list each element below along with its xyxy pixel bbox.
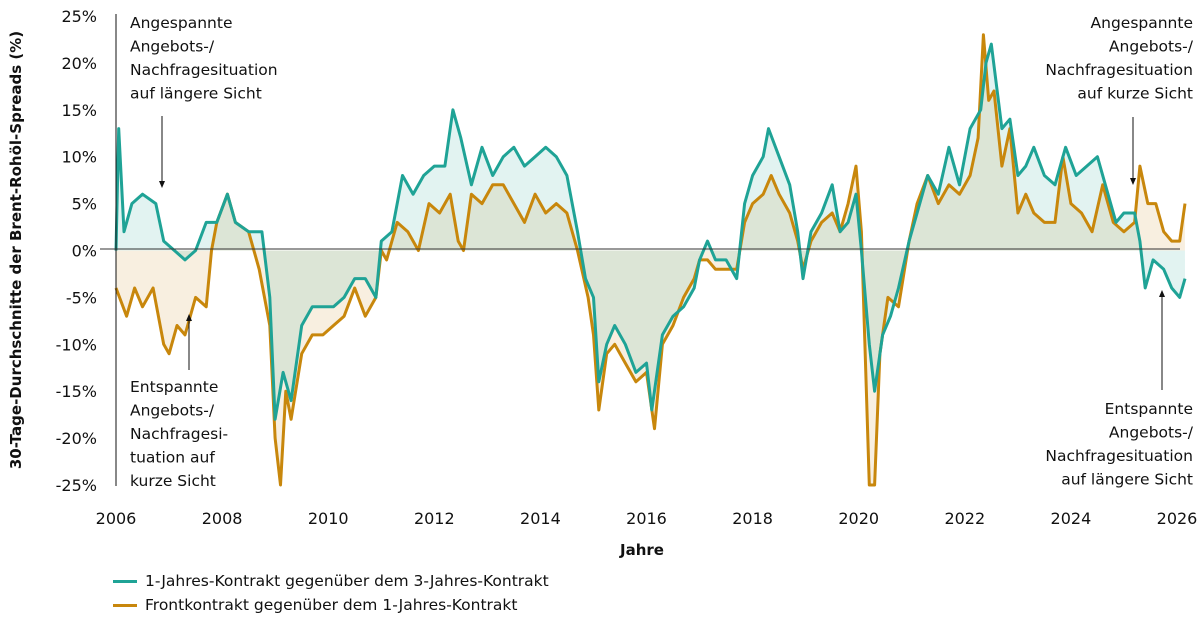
annotation-relaxed-long-term: Entspannte Angebots-/ Nachfragesituation au… — [1045, 400, 1193, 489]
annotation-line: Angespannte — [130, 14, 232, 32]
y-tick-label: -15% — [56, 382, 97, 401]
annotation-relaxed-short-term: Entspannte Angebots-/ Nachfragesi-tuation … — [130, 378, 228, 490]
x-tick-label: 2024 — [1051, 509, 1092, 528]
annotation-line: Angebots-/ — [130, 402, 215, 420]
legend-label: 1-Jahres-Kontrakt gegenüber dem 3-Jahres… — [145, 572, 549, 590]
annotation-line: Entspannte — [1105, 400, 1193, 418]
annotation-line: auf längere Sicht — [130, 85, 262, 103]
annotation-line: auf kurze Sicht — [1077, 85, 1193, 103]
y-axis-label: 30-Tage-Durchschnitte der Brent-Rohöl-Sp… — [7, 31, 25, 469]
y-tick-label: 20% — [61, 54, 97, 73]
x-tick-label: 2006 — [96, 509, 137, 528]
annotation-line: Nachfragesituation — [130, 61, 278, 79]
legend-swatch-teal — [113, 579, 137, 583]
series-line-1 — [114, 33, 1187, 487]
y-tick-label: 0% — [72, 242, 97, 261]
x-tick-label: 2018 — [732, 509, 773, 528]
annotation-line: Angebots-/ — [1109, 424, 1194, 442]
y-tick-label: 5% — [72, 195, 97, 214]
y-tick-label: -5% — [66, 288, 97, 307]
spread-chart: 25% 20% 15% 10% 5% 0% -5% -10% -15% -20% -25% 2006… — [7, 7, 1198, 559]
x-tick-label: 2026 — [1157, 509, 1198, 528]
legend-swatch-orange — [113, 603, 137, 607]
x-tick-label: 2012 — [414, 509, 455, 528]
series-line-0 — [114, 42, 1187, 421]
legend-item-front-vs-1y: Frontkontrakt gegenüber dem 1-Jahres-Kon… — [113, 596, 517, 614]
annotation-line: tuation auf — [130, 449, 215, 467]
x-tick-label: 2016 — [626, 509, 667, 528]
y-tick-label: 10% — [61, 148, 97, 167]
annotation-line: Angebots-/ — [130, 38, 215, 56]
y-tick-label: -25% — [56, 476, 97, 495]
annotation-line: kurze Sicht — [130, 472, 216, 490]
y-tick-label: -20% — [56, 429, 97, 448]
x-axis-label: Jahre — [619, 541, 664, 559]
annotation-line: Angespannte — [1091, 14, 1193, 32]
y-tick-label: 25% — [61, 7, 97, 26]
x-tick-label: 2020 — [838, 509, 879, 528]
annotation-line: Entspannte — [130, 378, 218, 396]
annotation-line: Nachfragesituation — [1045, 447, 1193, 465]
y-tick-label: 15% — [61, 101, 97, 120]
x-tick-label: 2022 — [944, 509, 985, 528]
x-tick-label: 2008 — [202, 509, 243, 528]
annotation-tight-long-term: Angespannte Angebots-/ Nachfragesituation a… — [130, 14, 278, 103]
series-area-1 — [116, 34, 1185, 486]
x-tick-label: 2014 — [520, 509, 561, 528]
annotation-line: Angebots-/ — [1109, 38, 1194, 56]
legend-label: Frontkontrakt gegenüber dem 1-Jahres-Kon… — [145, 596, 518, 614]
annotation-line: auf längere Sicht — [1061, 471, 1193, 489]
x-tick-label: 2010 — [308, 509, 349, 528]
annotation-line: Nachfragesi- — [130, 425, 228, 443]
legend-item-1y-vs-3y: 1-Jahres-Kontrakt gegenüber dem 3-Jahres… — [113, 572, 549, 590]
annotation-tight-short-term: Angespannte Angebots-/ Nachfragesituation a… — [1045, 14, 1193, 103]
annotation-line: Nachfragesituation — [1045, 61, 1193, 79]
series-area-0 — [116, 44, 1185, 420]
y-tick-label: -10% — [56, 335, 97, 354]
